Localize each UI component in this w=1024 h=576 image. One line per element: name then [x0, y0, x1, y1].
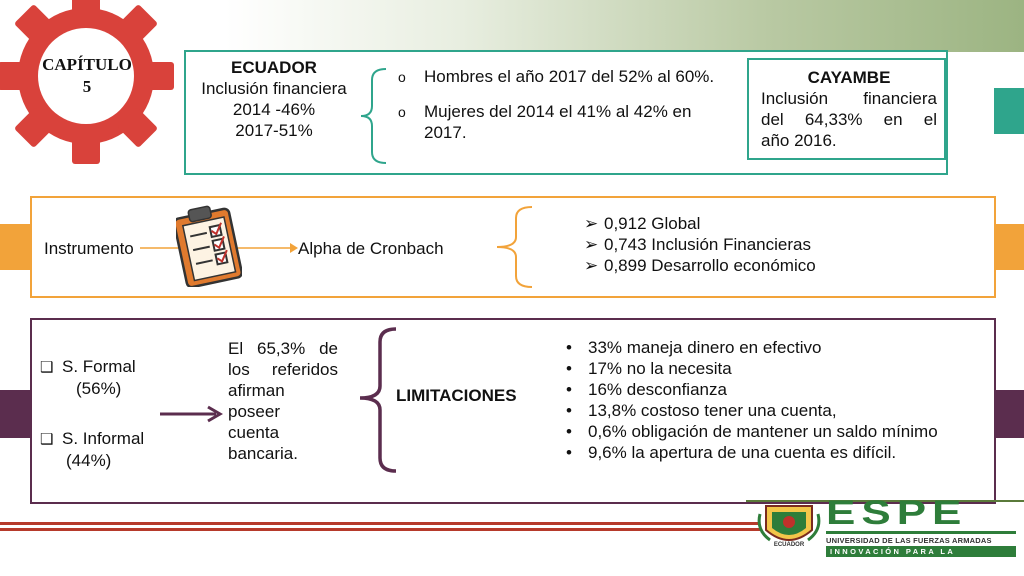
- limitations-list: • 33% maneja dinero en efectivo • 17% no l…: [566, 337, 938, 463]
- cronbach-results: ➢ 0,912 Global ➢ 0,743 Inclusión Financier…: [584, 213, 816, 276]
- ecuador-line: 2017-51%: [235, 121, 313, 140]
- cayambe-title: CAYAMBE: [807, 68, 891, 87]
- side-tab-orange-left: [0, 224, 30, 270]
- list-item: • 17% no la necesita: [566, 359, 732, 378]
- cayambe-text: año 2016.: [761, 131, 837, 150]
- cayambe-panel: CAYAMBE Inclusión financiera del 64,33% …: [747, 58, 946, 160]
- espe-seal-icon: [757, 505, 821, 542]
- ecuador-line: Inclusión financiera: [201, 79, 347, 98]
- side-tab-orange: [994, 224, 1024, 270]
- logo-rule: [826, 531, 1016, 534]
- ecuador-summary: ECUADOR Inclusión financiera 2014 -46% 2…: [186, 57, 362, 141]
- ecuador-title: ECUADOR: [231, 58, 317, 77]
- side-tab-teal: [994, 88, 1024, 134]
- informal-sector: ❑ S. Informal (44%): [40, 429, 145, 470]
- list-item: ➢ 0,743 Inclusión Financieras: [584, 235, 811, 254]
- logo-subtitle: UNIVERSIDAD DE LAS FUERZAS ARMADAS: [826, 536, 992, 545]
- top-gradient-band: [0, 0, 1024, 52]
- instrument-label: Instrumento: [44, 239, 134, 258]
- limitations-brace-icon: [359, 327, 397, 473]
- account-statement: El 65,3% de los referidos afirman poseer…: [228, 339, 338, 463]
- list-item: o Hombres el año 2017 del 52% al 60%.: [398, 67, 715, 86]
- side-tab-purple: [994, 390, 1024, 438]
- cayambe-text: Inclusión financiera: [761, 89, 937, 108]
- seal-caption: ECUADOR: [773, 542, 805, 548]
- list-item: • 16% desconfianza: [566, 380, 727, 399]
- list-item: • 9,6% la apertura de una cuenta es difíc…: [566, 443, 897, 462]
- list-item: ➢ 0,912 Global: [584, 214, 701, 233]
- arrow-right-icon: [160, 405, 223, 423]
- cayambe-text: del 64,33% en el: [761, 110, 937, 129]
- list-item: o Mujeres del 2014 el 41% al 42% en 2017…: [398, 102, 692, 142]
- instrument-method: Alpha de Cronbach: [298, 239, 444, 258]
- ecuador-bullets: o Hombres el año 2017 del 52% al 60%. o …: [396, 66, 716, 143]
- footer-rule-green: [746, 500, 1024, 502]
- footer-rule: [0, 522, 760, 525]
- chapter-label: CAPÍTULO 5: [42, 55, 132, 96]
- limitations-title: LIMITACIONES: [396, 386, 517, 405]
- formal-sector: ❑ S. Formal (56%): [40, 357, 136, 398]
- instrument-brace-icon: [496, 206, 533, 288]
- espe-logo: ESPE: [826, 493, 968, 532]
- footer-rule: [0, 528, 760, 531]
- list-item: • 0,6% obligación de mantener un saldo mí…: [566, 422, 938, 441]
- list-item: • 13,8% costoso tener una cuenta,: [566, 401, 837, 420]
- chapter-gear-icon: [0, 0, 174, 164]
- side-tab-purple-left: [0, 390, 30, 438]
- ecuador-brace-icon: [360, 68, 387, 164]
- slogan-bar: [826, 546, 1016, 557]
- logo-slogan: INNOVACIÓN PARA LA EXCELENCIA: [830, 547, 955, 565]
- list-item: ➢ 0,899 Desarrollo económico: [584, 256, 816, 275]
- ecuador-line: 2014 -46%: [232, 100, 316, 119]
- sectors-panel: [30, 318, 996, 504]
- list-item: • 33% maneja dinero en efectivo: [566, 338, 822, 357]
- clipboard-checklist-icon: [176, 205, 242, 287]
